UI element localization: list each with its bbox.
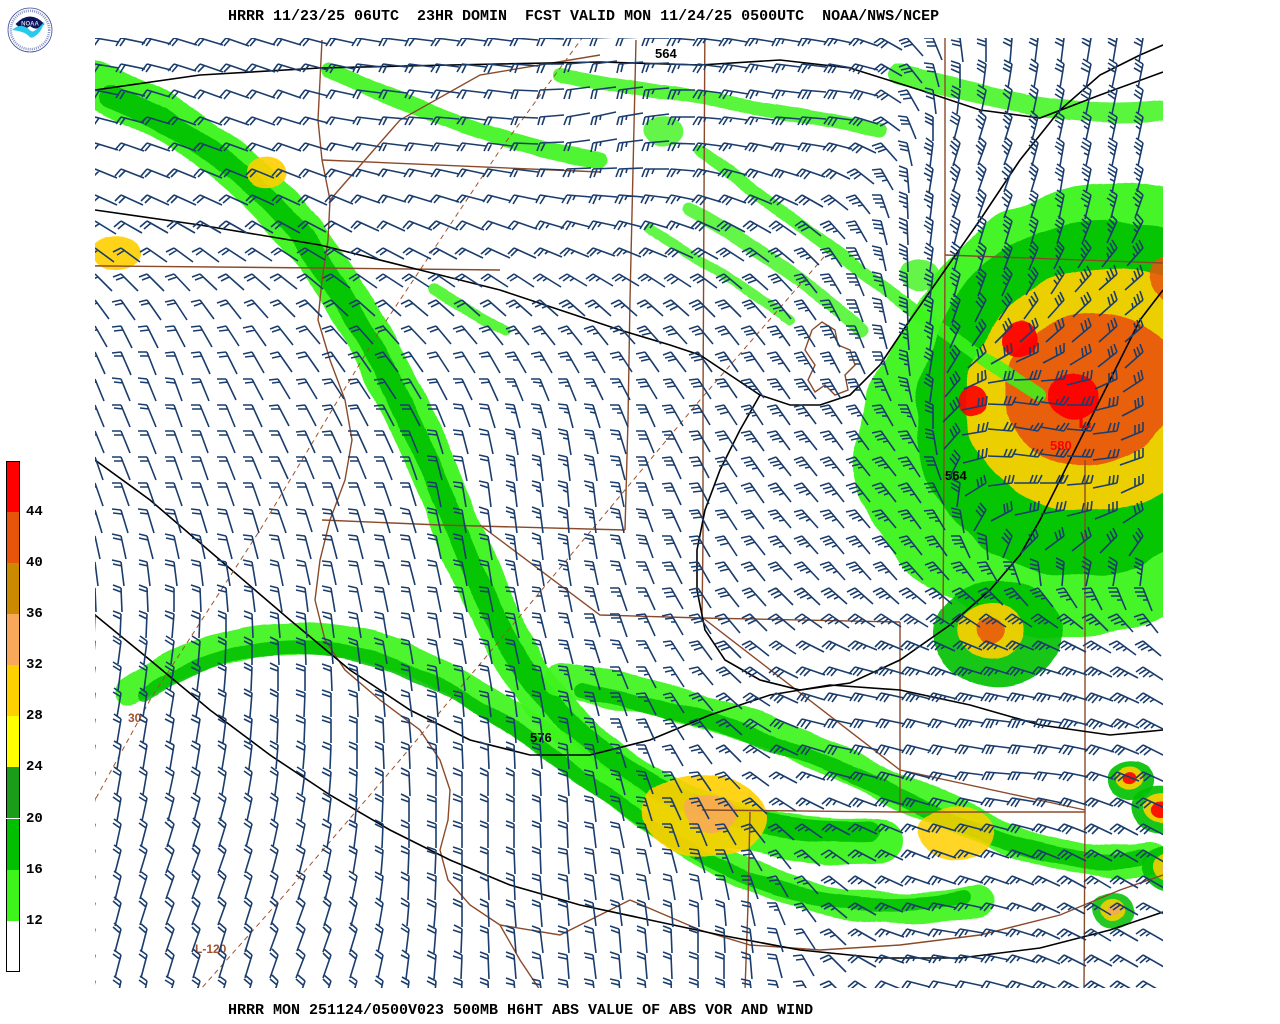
svg-text:564: 564 — [655, 46, 677, 61]
svg-text:30: 30 — [128, 711, 142, 725]
svg-text:L: L — [1078, 408, 1091, 433]
